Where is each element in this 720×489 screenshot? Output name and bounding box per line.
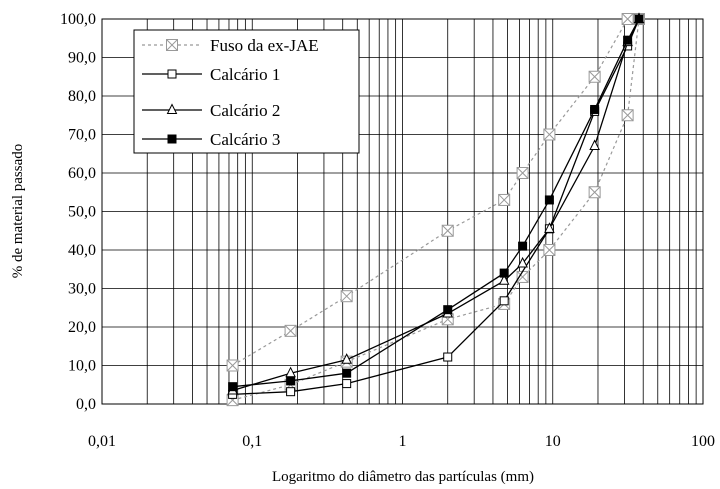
- data-point: [340, 290, 353, 303]
- x-axis: 0,01 0,1 1 10 100: [88, 433, 715, 450]
- legend: Fuso da ex-JAE Calcário 1 Calcário 2 Calcár…: [133, 29, 360, 154]
- data-point: [341, 353, 352, 364]
- data-point: [443, 352, 453, 362]
- data-point: [342, 379, 352, 389]
- legend-label: Calcário 2: [210, 101, 280, 120]
- data-point: [588, 186, 601, 199]
- data-point: [498, 193, 511, 206]
- data-point: [166, 39, 178, 51]
- data-point: [286, 387, 296, 397]
- series-line: [232, 18, 640, 401]
- data-point: [166, 103, 178, 114]
- data-point: [543, 244, 556, 256]
- legend-entry: Calcário 1: [142, 65, 280, 84]
- series: [226, 13, 634, 372]
- data-point: [621, 13, 634, 25]
- data-point: [621, 109, 634, 122]
- y-tick-label: 10,0: [68, 358, 96, 375]
- data-point: [441, 224, 454, 237]
- data-point: [498, 274, 510, 285]
- data-point: [544, 195, 554, 205]
- data-point: [516, 167, 529, 179]
- x-tick-label: 1: [399, 433, 407, 450]
- data-point: [443, 305, 453, 315]
- data-point: [284, 324, 297, 337]
- data-point: [623, 35, 633, 45]
- data-point: [590, 104, 600, 114]
- data-point: [167, 69, 177, 79]
- series: [227, 12, 645, 395]
- data-point: [518, 241, 528, 251]
- data-point: [167, 134, 177, 144]
- legend-entry: Fuso da ex-JAE: [142, 36, 319, 55]
- data-point: [228, 382, 238, 392]
- data-point: [589, 139, 600, 151]
- data-point: [342, 368, 352, 378]
- data-point: [226, 359, 239, 372]
- series-line: [232, 18, 640, 392]
- data-point: [634, 14, 644, 24]
- x-tick-label: 0,1: [242, 433, 262, 450]
- series: [228, 14, 644, 392]
- x-axis-label: Logaritmo do diâmetro das partículas (mm…: [272, 469, 534, 485]
- y-tick-label: 100,0: [60, 11, 96, 28]
- data-point: [543, 128, 556, 141]
- data-point: [588, 70, 601, 83]
- legend-entry: Calcário 2: [142, 101, 280, 120]
- y-tick-label: 30,0: [68, 281, 96, 298]
- data-point: [499, 296, 509, 306]
- y-tick-label: 20,0: [68, 319, 96, 336]
- data-point: [517, 256, 528, 268]
- x-tick-label: 0,01: [88, 433, 116, 450]
- y-tick-label: 0,0: [76, 396, 96, 413]
- legend-label: Calcário 3: [210, 130, 280, 149]
- y-axis-label: % de material passado: [10, 144, 26, 279]
- y-tick-label: 80,0: [68, 88, 96, 105]
- data-point: [544, 222, 555, 233]
- y-tick-label: 40,0: [68, 242, 96, 259]
- series-layer: [226, 12, 645, 407]
- x-tick-label: 100: [691, 433, 715, 450]
- legend-label: Calcário 1: [210, 65, 280, 84]
- legend-label: Fuso da ex-JAE: [210, 36, 319, 55]
- y-tick-label: 70,0: [68, 127, 96, 144]
- data-point: [499, 268, 509, 278]
- y-tick-label: 60,0: [68, 165, 96, 182]
- data-point: [286, 376, 296, 386]
- legend-entry: Calcário 3: [142, 130, 280, 149]
- y-tick-label: 50,0: [68, 204, 96, 221]
- x-tick-label: 10: [545, 433, 561, 450]
- series-line: [232, 18, 640, 388]
- y-axis: 0,0 10,0 20,0 30,0 40,0 50,0 60,0 70,0 80,0 90,0 1…: [60, 11, 96, 413]
- y-tick-label: 90,0: [68, 50, 96, 67]
- plot-frame: [101, 18, 704, 405]
